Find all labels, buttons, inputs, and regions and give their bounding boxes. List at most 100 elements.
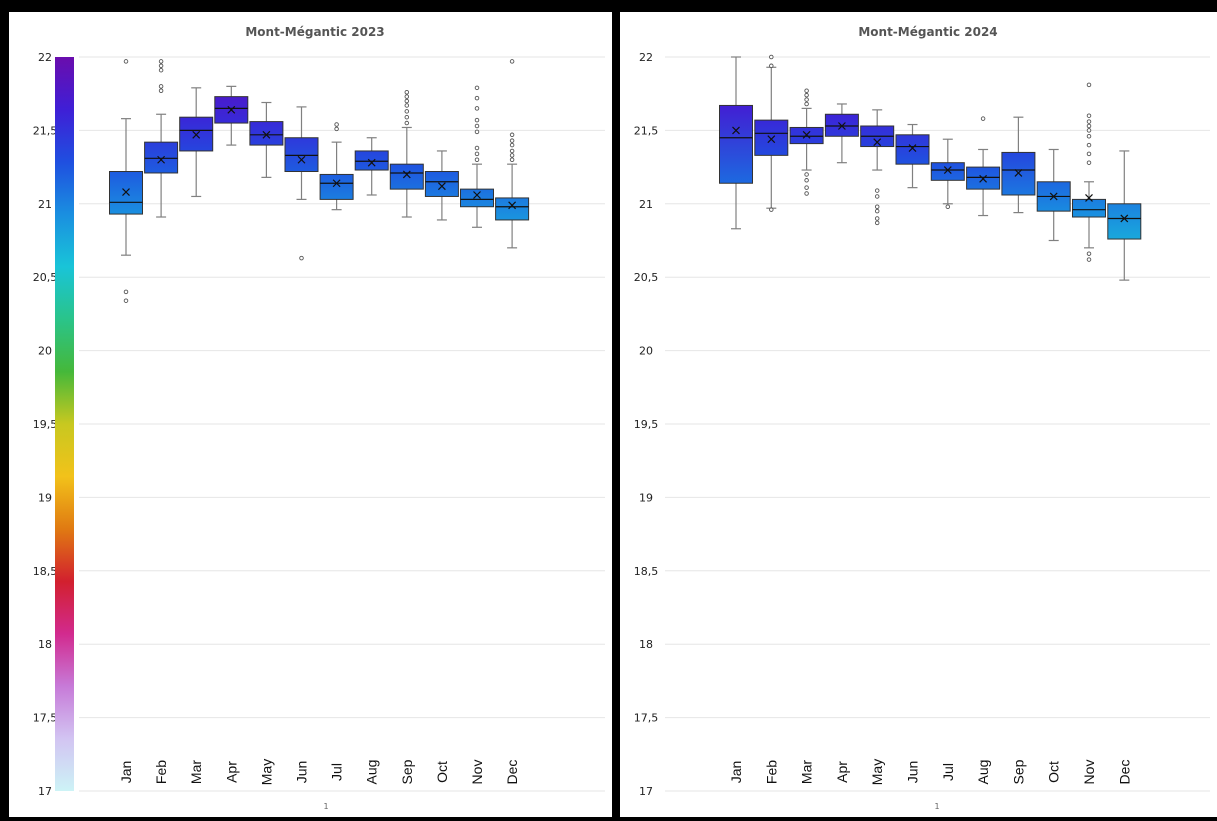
box-iqr [319,173,354,200]
box-iqr [719,104,753,184]
mean-marker [157,155,166,164]
outlier-point [1086,82,1092,88]
outlier-point [874,204,880,209]
outlier-point [1086,134,1092,139]
outlier-point [804,92,809,98]
outlier-point [874,188,880,193]
outlier-point [1086,123,1092,129]
outlier-point [804,178,809,183]
x-tick-label: Dec [504,760,520,785]
y-tick-label: 19,5 [33,418,58,431]
outlier-point [1086,160,1092,165]
outlier-point [474,123,480,129]
mean-marker [908,144,917,152]
mean-marker [297,155,306,164]
box-iqr [249,121,284,146]
x-tick-label: Sep [1010,759,1026,784]
mean-marker [192,130,201,139]
x-tick-label: Apr [834,761,850,783]
y-tick-label: 18,5 [634,565,659,578]
outlier-point [769,207,774,212]
chart-footer: 1 [323,802,328,811]
boxplot-chart-2023: Mont-Mégantic 2023 17 17,5 18 18,5 19 19,5 20 20… [33,25,605,811]
outlier-point [1086,128,1092,133]
outlier-point [404,94,410,99]
outlier-point [404,114,410,120]
outlier-point [1086,142,1092,148]
outlier-point [769,54,774,60]
box-iqr [460,188,494,208]
outlier-point [404,103,410,108]
outlier-point [474,106,480,111]
outlier-point [874,216,880,221]
outlier-point [1086,251,1092,256]
chart-title: Mont-Mégantic 2024 [858,25,997,39]
outlier-point [509,142,515,148]
chart-title: Mont-Mégantic 2023 [245,25,384,39]
outlier-point [874,220,880,226]
outlier-point [945,204,951,209]
outlier-point [474,129,480,135]
outlier-point [474,157,480,163]
outlier-point [123,59,129,64]
outlier-point [874,194,880,199]
outlier-point [509,138,515,143]
x-tick-label: Mar [799,760,815,784]
outlier-point [474,145,480,151]
y-tick-label: 20,5 [33,271,58,284]
x-tick-label: Oct [1046,761,1062,783]
boxplot-chart-2024: Mont-Mégantic 2024 17 17,5 18 18,5 19 19,5 20 20… [634,25,1210,811]
outlier-point [474,117,480,123]
y-tick-label: 17,5 [634,712,659,725]
mean-marker [262,130,271,139]
x-tick-label: May [258,759,274,785]
box-iqr [930,162,965,181]
box-iqr [495,197,530,221]
y-tick-label: 22 [639,51,653,64]
mean-marker [402,170,411,179]
mean-marker [802,130,811,139]
box-iqr [354,150,389,171]
x-tick-label: Nov [469,760,485,785]
outlier-point [404,89,410,95]
y-tick-label: 18 [639,638,653,651]
x-tick-label: Aug [975,760,991,785]
x-tick-label: Mar [188,760,204,784]
outlier-point [334,126,339,132]
y-tick-label: 17,5 [33,712,58,725]
box-iqr [754,119,789,156]
mean-marker [227,105,236,114]
outlier-point [1086,257,1092,262]
outlier-point [769,63,774,69]
outlier-point [404,120,410,126]
outlier-point [509,148,515,154]
y-tick-label: 17 [38,785,52,798]
box-iqr [144,141,179,174]
outlier-point [804,97,809,102]
mean-marker [437,182,446,191]
outlier-point [980,116,986,121]
x-tick-label: Jan [118,761,134,784]
y-tick-label: 21 [639,198,653,211]
mean-marker [332,179,341,188]
outlier-point [804,191,809,196]
outlier-point [123,289,129,295]
outlier-point [1086,119,1092,124]
mean-marker [767,135,776,144]
mean-marker [979,174,988,183]
outlier-point [804,185,809,190]
mean-marker [508,201,517,210]
outlier-point [509,132,515,138]
box-iqr [284,137,319,173]
mean-marker [732,126,740,135]
x-tick-label: Feb [153,760,169,784]
y-tick-label: 21,5 [634,124,659,137]
y-tick-label: 19,5 [634,418,659,431]
y-tick-label: 17 [639,785,653,798]
mean-marker [473,191,481,199]
x-tick-label: Nov [1081,760,1097,785]
mean-marker [943,166,952,174]
box-iqr [1072,198,1106,218]
mean-marker [1014,169,1023,177]
outlier-point [334,122,339,127]
